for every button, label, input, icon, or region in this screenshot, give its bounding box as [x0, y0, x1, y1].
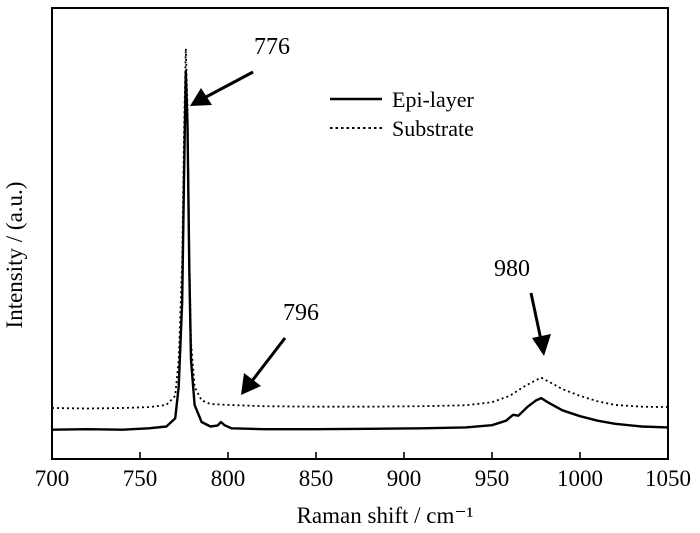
x-tick-label: 950	[475, 466, 510, 491]
x-ticks: 700 750 800 850 900 950 1000 1050	[35, 452, 691, 491]
plot-area	[51, 7, 669, 460]
series-group	[51, 47, 669, 431]
x-axis-title: Raman shift / cm⁻¹	[297, 503, 474, 528]
x-tick-label: 700	[35, 466, 70, 491]
series-line-substrate	[51, 47, 669, 410]
arrow-796	[241, 337, 287, 395]
legend-label-epi-layer: Epi-layer	[392, 87, 475, 112]
annotation-796: 796	[283, 300, 319, 326]
x-tick-label: 900	[387, 466, 422, 491]
legend-label-substrate: Substrate	[392, 116, 474, 141]
x-tick-label: 850	[299, 466, 334, 491]
x-tick-label: 1000	[557, 466, 603, 491]
legend: Epi-layer Substrate	[330, 87, 475, 141]
x-tick-label: 1050	[645, 466, 691, 491]
x-tick-label: 750	[123, 466, 158, 491]
annotation-980: 980	[494, 256, 530, 282]
plot-frame	[51, 7, 669, 460]
annotation-776: 776	[254, 34, 290, 60]
arrow-980	[529, 292, 551, 356]
peak-annotations: 776 796 980	[190, 34, 551, 395]
y-axis-title: Intensity / (a.u.)	[2, 182, 27, 329]
x-tick-label: 800	[211, 466, 246, 491]
arrow-776	[190, 70, 254, 106]
series-line-epi-layer	[51, 69, 669, 431]
